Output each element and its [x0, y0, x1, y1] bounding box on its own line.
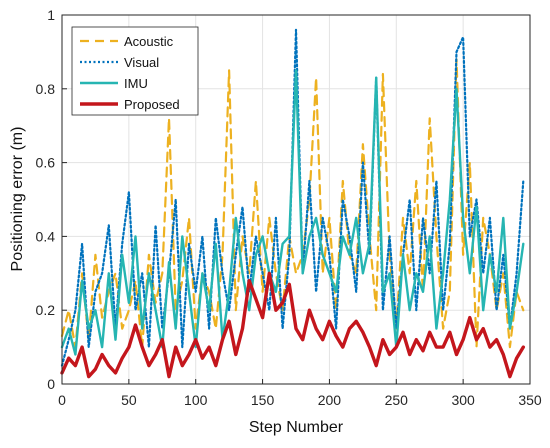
legend-box — [71, 26, 199, 116]
y-axis-title: Positioning error (m) — [9, 127, 26, 272]
x-axis-title: Step Number — [249, 419, 344, 436]
series-lines — [60, 28, 525, 379]
legend-label-imu: IMU — [124, 76, 148, 91]
x-tick-label: 200 — [318, 392, 342, 408]
x-tick-label: 50 — [121, 392, 137, 408]
y-tick-label: 0.2 — [36, 302, 56, 318]
plot-frame — [61, 14, 531, 385]
legend: Acoustic Visual IMU Proposed — [71, 26, 199, 116]
x-tick-label: 300 — [451, 392, 475, 408]
axis-ticks: 0 50 100 150 200 250 300 350 0 0.2 0.4 0.6 0.8 1 — [36, 7, 542, 408]
y-tick-label: 1 — [47, 7, 55, 23]
x-tick-label: 100 — [184, 392, 208, 408]
y-tick-label: 0.4 — [36, 228, 56, 244]
y-tick-label: 0 — [47, 376, 55, 392]
x-tick-label: 0 — [58, 392, 66, 408]
series-line-proposed — [60, 271, 525, 379]
series-line-acoustic — [60, 58, 525, 349]
legend-label-visual: Visual — [124, 55, 159, 70]
x-tick-label: 150 — [251, 392, 275, 408]
legend-label-proposed: Proposed — [124, 97, 180, 112]
x-tick-label: 350 — [518, 392, 542, 408]
legend-label-acoustic: Acoustic — [124, 34, 174, 49]
x-tick-label: 250 — [385, 392, 409, 408]
y-tick-label: 0.6 — [36, 155, 56, 171]
y-tick-label: 0.8 — [36, 81, 56, 97]
series-line-imu — [60, 69, 525, 356]
